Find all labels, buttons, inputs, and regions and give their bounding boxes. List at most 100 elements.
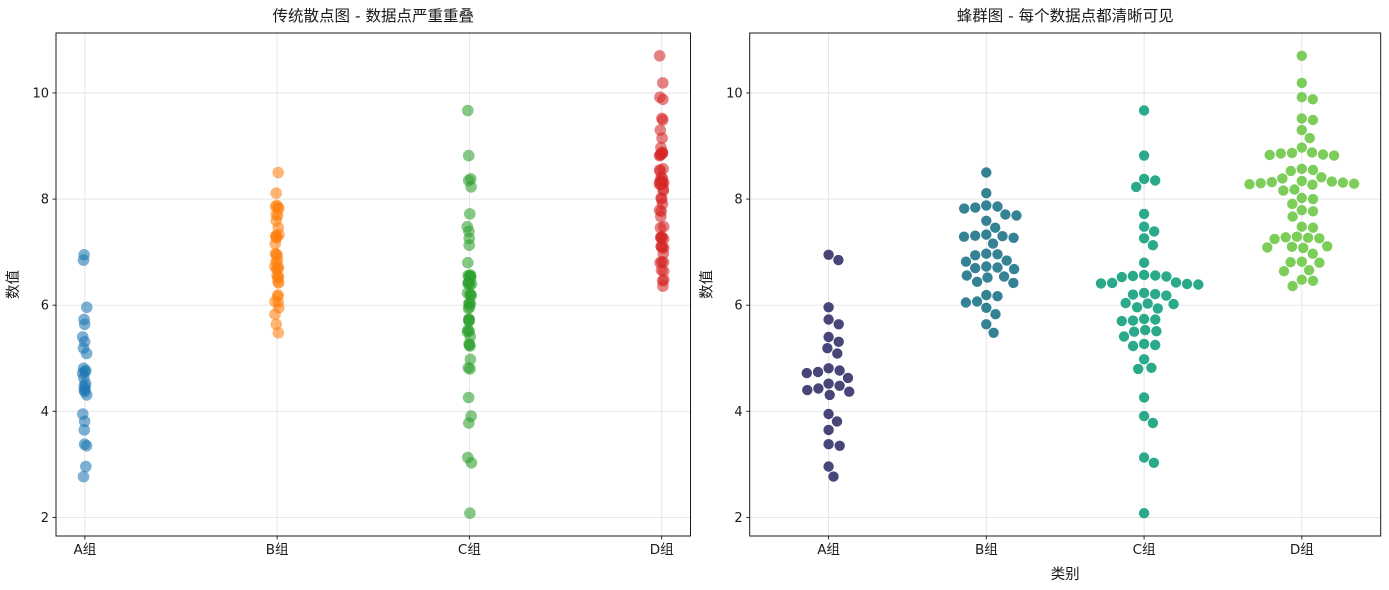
- data-point: [1148, 457, 1160, 468]
- data-point: [828, 471, 839, 482]
- data-point: [1131, 181, 1142, 193]
- data-point: [971, 276, 983, 287]
- data-point: [1328, 150, 1340, 161]
- data-point: [1280, 232, 1291, 243]
- data-point: [981, 289, 992, 301]
- data-point: [981, 319, 992, 330]
- y-axis-label: 数值: [5, 270, 22, 299]
- data-point: [844, 386, 855, 397]
- data-point: [990, 222, 1001, 233]
- data-point: [272, 166, 285, 179]
- data-point: [992, 201, 1003, 212]
- data-point: [462, 256, 474, 269]
- data-point: [1131, 302, 1143, 313]
- data-point: [78, 318, 91, 331]
- y-tick-label: 4: [41, 405, 49, 420]
- data-point: [988, 327, 999, 338]
- data-point: [1296, 163, 1308, 174]
- x-tick-label: D组: [1290, 542, 1314, 558]
- data-point: [992, 262, 1003, 273]
- data-point: [1133, 363, 1144, 375]
- data-point: [1138, 269, 1150, 281]
- data-point: [1285, 257, 1296, 268]
- data-point: [981, 248, 992, 259]
- data-point: [961, 270, 972, 281]
- data-point: [463, 417, 475, 429]
- data-point: [960, 256, 972, 267]
- data-point: [653, 50, 666, 62]
- data-point: [1138, 257, 1150, 268]
- data-point: [464, 208, 476, 220]
- data-point: [1277, 173, 1288, 184]
- data-point: [1317, 149, 1329, 160]
- data-point: [1307, 164, 1319, 176]
- series-D组: [1244, 50, 1360, 292]
- data-point: [1287, 198, 1298, 210]
- y-tick-label: 6: [734, 299, 742, 314]
- data-point: [823, 461, 834, 472]
- plot-title: 蜂群图 - 每个数据点都清晰可见: [957, 7, 1174, 25]
- x-tick-label: D组: [650, 542, 674, 558]
- data-point: [78, 415, 91, 428]
- data-point: [1303, 265, 1315, 276]
- data-point: [462, 302, 475, 315]
- y-tick-label: 8: [41, 193, 49, 208]
- data-point: [1001, 255, 1012, 266]
- data-point: [1326, 176, 1338, 187]
- x-tick-label: C组: [1133, 542, 1156, 558]
- data-point: [272, 277, 285, 289]
- series-B组: [958, 167, 1022, 338]
- data-point: [1150, 270, 1161, 281]
- data-point: [1307, 179, 1318, 190]
- series-A组: [801, 249, 855, 482]
- data-point: [1307, 193, 1319, 205]
- data-point: [834, 365, 845, 376]
- data-point: [982, 272, 993, 283]
- data-point: [1302, 232, 1314, 243]
- data-point: [463, 239, 476, 251]
- data-point: [958, 231, 970, 242]
- data-point: [960, 297, 972, 308]
- data-point: [823, 331, 834, 343]
- data-point: [1127, 289, 1139, 300]
- data-point: [1307, 275, 1319, 286]
- data-point: [81, 301, 93, 314]
- data-point: [655, 210, 667, 223]
- data-point: [1296, 124, 1308, 136]
- data-point: [657, 93, 669, 106]
- data-point: [463, 315, 475, 327]
- data-point: [269, 308, 281, 321]
- data-point: [992, 249, 1003, 260]
- data-point: [80, 440, 93, 452]
- x-tick-label: A组: [73, 542, 96, 558]
- data-point: [1138, 338, 1150, 350]
- data-point: [465, 181, 477, 193]
- data-point: [1149, 226, 1160, 237]
- plot-border: [55, 32, 691, 537]
- series-C组: [461, 104, 478, 519]
- data-point: [1296, 256, 1308, 267]
- data-point: [77, 254, 90, 266]
- y-tick-label: 8: [734, 193, 742, 208]
- data-point: [981, 229, 992, 240]
- data-point: [970, 202, 981, 213]
- plot-border: [749, 32, 1382, 537]
- data-point: [1138, 105, 1150, 116]
- data-point: [269, 237, 282, 250]
- data-point: [1307, 94, 1319, 105]
- data-point: [834, 380, 845, 391]
- data-point: [823, 314, 834, 325]
- series-C组: [1095, 105, 1204, 519]
- data-point: [802, 384, 813, 396]
- data-point: [971, 296, 983, 307]
- data-point: [970, 250, 981, 261]
- data-point: [1008, 263, 1020, 275]
- y-tick-label: 6: [41, 299, 49, 314]
- data-point: [1150, 314, 1161, 325]
- data-point: [1307, 248, 1319, 259]
- data-point: [1138, 410, 1150, 422]
- data-point: [1322, 241, 1333, 252]
- data-point: [1127, 270, 1139, 282]
- data-point: [80, 389, 93, 401]
- data-point: [997, 231, 1008, 242]
